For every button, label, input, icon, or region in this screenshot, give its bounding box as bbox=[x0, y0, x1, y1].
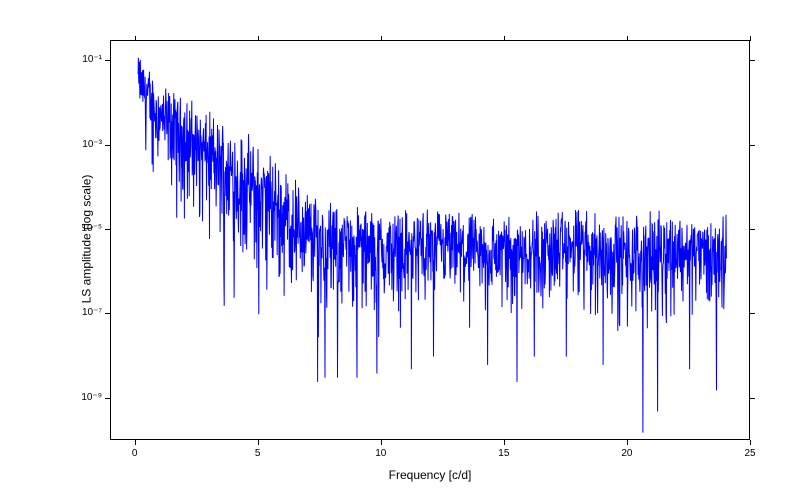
x-tick-label: 25 bbox=[740, 448, 760, 459]
periodogram-chart: LS amplitude (log scale) Frequency [c/d]… bbox=[0, 0, 800, 500]
y-axis-label: LS amplitude (log scale) bbox=[79, 175, 93, 304]
y-tick-label: 10⁻⁷ bbox=[68, 307, 102, 318]
x-tick bbox=[135, 440, 136, 445]
x-tick-label: 15 bbox=[494, 448, 514, 459]
x-tick bbox=[258, 440, 259, 445]
x-tick bbox=[750, 440, 751, 445]
x-tick-label: 20 bbox=[617, 448, 637, 459]
y-tick-label: 10⁻⁵ bbox=[68, 223, 102, 234]
y-tick bbox=[105, 313, 110, 314]
y-tick bbox=[105, 60, 110, 61]
x-tick-label: 0 bbox=[125, 448, 145, 459]
x-tick-label: 10 bbox=[371, 448, 391, 459]
x-tick-label: 5 bbox=[248, 448, 268, 459]
y-tick bbox=[105, 398, 110, 399]
y-tick bbox=[105, 229, 110, 230]
y-tick bbox=[105, 145, 110, 146]
x-axis-label: Frequency [c/d] bbox=[380, 468, 480, 482]
x-tick bbox=[504, 440, 505, 445]
data-line bbox=[111, 41, 751, 441]
x-tick bbox=[381, 440, 382, 445]
x-tick bbox=[627, 440, 628, 445]
y-tick-label: 10⁻⁹ bbox=[68, 392, 102, 403]
plot-area bbox=[110, 40, 750, 440]
y-tick-label: 10⁻¹ bbox=[68, 54, 102, 65]
y-tick-label: 10⁻³ bbox=[68, 139, 102, 150]
